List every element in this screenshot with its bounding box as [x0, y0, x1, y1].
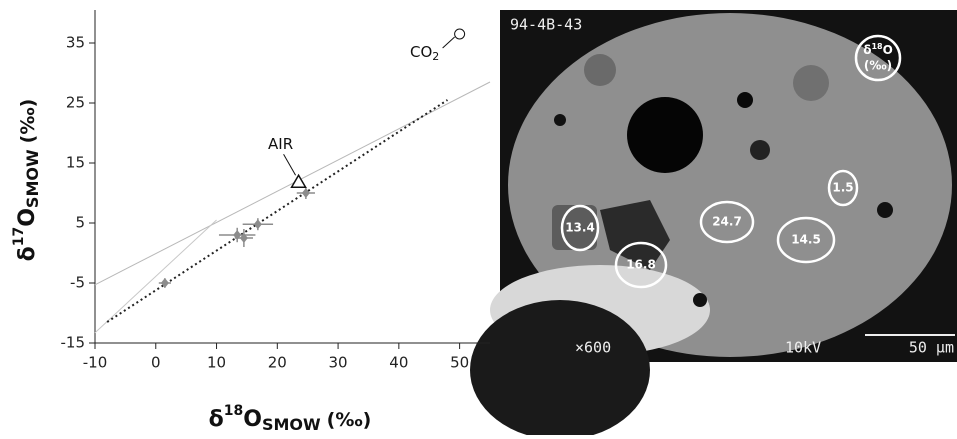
- y-label-main: O: [15, 208, 40, 227]
- region-label: 13.4: [565, 221, 595, 235]
- region-outline: [560, 204, 600, 252]
- x-axis-label: δ18OSMOW (‰): [209, 403, 372, 434]
- x-label-sub: SMOW: [262, 415, 321, 434]
- legend-outline: [854, 34, 902, 82]
- y-tick-label: 5: [75, 214, 85, 232]
- voltage: 10kV: [785, 339, 821, 357]
- pore: [693, 293, 707, 307]
- annotation-label: CO: [410, 43, 432, 61]
- reference-line: [94, 81, 491, 286]
- cavity: [600, 200, 670, 270]
- pore: [584, 54, 616, 86]
- annotation-label: AIR: [268, 135, 293, 153]
- pore: [750, 140, 770, 160]
- y-tick-label: 35: [66, 34, 85, 52]
- sem-image: 13.4 24.7 16.8 14.5 1.5 δ18O (‰) 94-4B-4…: [470, 10, 957, 439]
- regions: [560, 34, 902, 289]
- region-label: 16.8: [626, 258, 656, 272]
- region-label: 14.5: [791, 233, 821, 247]
- legend-unit: (‰): [864, 59, 892, 73]
- y-tick-label: 15: [66, 154, 85, 172]
- legend-delta: δ: [863, 43, 871, 57]
- pore: [737, 92, 753, 108]
- region-outline: [699, 200, 755, 244]
- x-tick-label: 40: [389, 354, 408, 372]
- reference-line: [106, 99, 449, 323]
- reference-point: [290, 173, 307, 188]
- scale-label: 50 μm: [909, 339, 954, 357]
- x-label-main: O: [243, 407, 262, 432]
- pore: [793, 65, 829, 101]
- x-tick-label: 30: [329, 354, 348, 372]
- region-label: 1.5: [832, 181, 853, 195]
- legend-sup: 18: [871, 42, 883, 51]
- region-outline: [614, 241, 668, 289]
- y-tick-label: -15: [61, 334, 86, 352]
- region-label: 24.7: [712, 215, 742, 229]
- x-tick-label: 20: [268, 354, 287, 372]
- point: [301, 188, 310, 198]
- y-label-sub: SMOW: [23, 149, 42, 208]
- dark-blob: [470, 300, 650, 439]
- sample-id: 94-4B-43: [510, 16, 582, 34]
- x-label-unit: (‰): [327, 409, 372, 431]
- y-tick-label: 25: [66, 94, 85, 112]
- reference-point: [454, 28, 466, 40]
- point: [253, 219, 262, 230]
- x-tick-label: 10: [207, 354, 226, 372]
- x-label-sup: 18: [224, 403, 243, 419]
- region-outline: [776, 216, 836, 264]
- x-tick-label: -10: [83, 354, 108, 372]
- region-outline: [827, 169, 859, 207]
- x-label-symbol: δ: [209, 407, 224, 432]
- point: [239, 233, 248, 243]
- y-label-unit: (‰): [17, 99, 39, 144]
- annotation-arrow: [283, 153, 297, 176]
- legend-symbol: δ18O: [863, 42, 893, 57]
- annotation-arrow: [442, 36, 455, 49]
- x-tick-label: 0: [151, 354, 161, 372]
- y-axis-label: δ17OSMOW (‰): [11, 99, 42, 262]
- magnification: ×600: [575, 339, 611, 357]
- pore: [877, 202, 893, 218]
- y-label-symbol: δ: [15, 246, 40, 261]
- legend-main: O: [883, 43, 893, 57]
- large-pore: [627, 97, 703, 173]
- annotation: AIR: [268, 135, 293, 153]
- point: [160, 278, 169, 288]
- y-label-sup: 17: [11, 227, 27, 246]
- pore: [554, 114, 566, 126]
- reference-line: [94, 219, 217, 334]
- annotation-sub: 2: [432, 50, 439, 63]
- x-tick-label: 50: [450, 354, 469, 372]
- annotation: CO2: [410, 43, 439, 64]
- y-tick-label: -5: [70, 274, 85, 292]
